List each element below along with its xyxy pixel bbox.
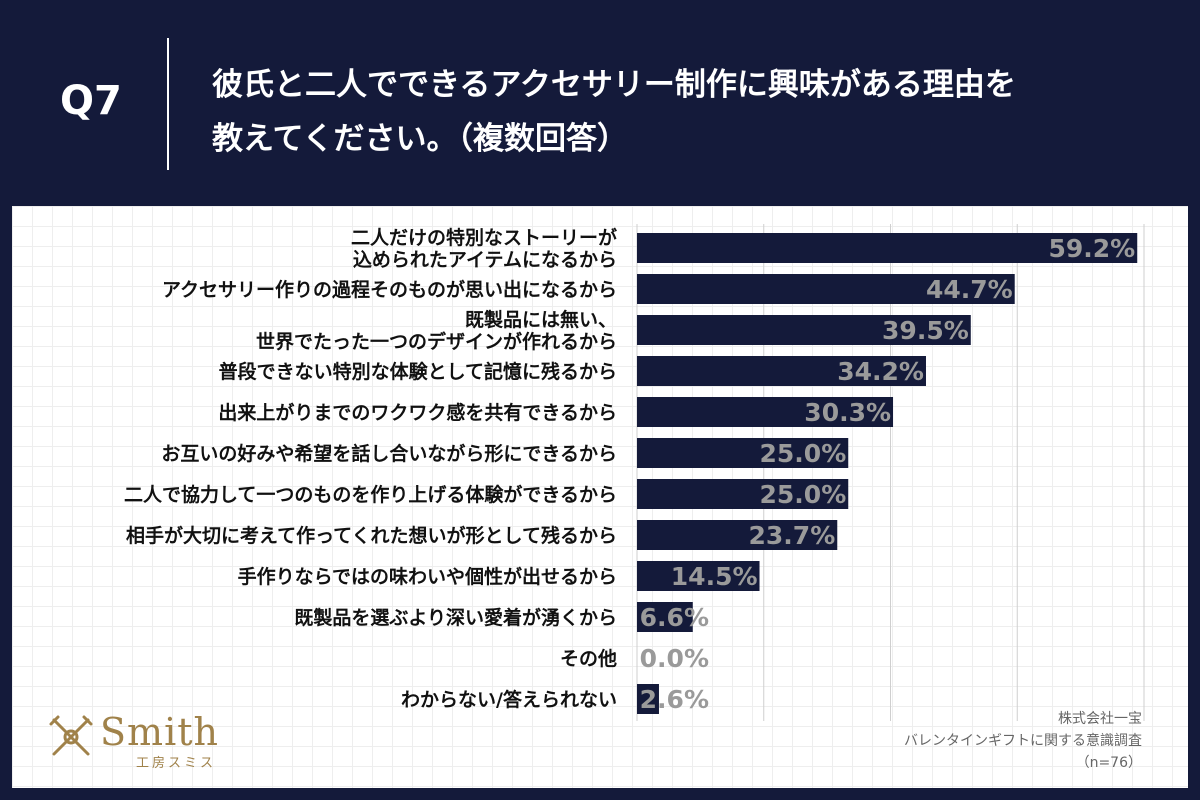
bar-1 bbox=[637, 274, 1015, 304]
crossed-tools-icon bbox=[49, 715, 93, 756]
question-number: Q7 bbox=[60, 78, 122, 124]
category-label-7: 相手が大切に考えて作ってくれた想いが形として残るから bbox=[126, 524, 617, 547]
bar-8 bbox=[637, 561, 760, 591]
source-survey: バレンタインギフトに関する意識調査 bbox=[904, 733, 1142, 749]
category-label-6: 二人で協力して一つのものを作り上げる体験ができるから bbox=[124, 483, 617, 506]
value-label-11: 2.6% bbox=[640, 685, 709, 714]
category-label-11: わからない/答えられない bbox=[401, 688, 617, 711]
logo-subtitle: 工房スミス bbox=[136, 756, 217, 771]
chart-panel: 二人だけの特別なストーリーが込められたアイテムになるからアクセサリー作りの過程そ… bbox=[12, 206, 1188, 788]
source-company: 株式会社一宝 bbox=[1058, 711, 1142, 727]
value-label-7: 23.7% bbox=[749, 521, 836, 550]
bar-3 bbox=[637, 356, 926, 386]
bar-5 bbox=[637, 438, 849, 468]
category-label-2: 既製品には無い、世界でたった一つのデザインが作れるから bbox=[256, 308, 617, 353]
value-label-5: 25.0% bbox=[760, 439, 847, 468]
value-label-6: 25.0% bbox=[760, 480, 847, 509]
header: Q7 彼氏と二人でできるアクセサリー制作に興味がある理由を 教えてください。（複… bbox=[0, 0, 1200, 200]
category-label-5: お互いの好みや希望を話し合いながら形にできるから bbox=[161, 442, 617, 465]
value-label-2: 39.5% bbox=[882, 316, 969, 345]
chart-gridlines bbox=[636, 224, 1145, 721]
bar-4 bbox=[637, 397, 894, 427]
value-label-9: 6.6% bbox=[640, 603, 709, 632]
category-label-10: その他 bbox=[560, 647, 617, 670]
bar-7 bbox=[637, 520, 838, 550]
value-label-10: 0.0% bbox=[640, 644, 709, 673]
header-divider bbox=[167, 38, 169, 170]
smith-logo: Smith 工房スミス bbox=[48, 710, 248, 772]
chart-category-labels: 二人だけの特別なストーリーが込められたアイテムになるからアクセサリー作りの過程そ… bbox=[124, 226, 617, 711]
bar-0 bbox=[637, 233, 1138, 263]
logo-name: Smith bbox=[100, 710, 219, 754]
category-label-9: 既製品を選ぶより深い愛着が湧くから bbox=[294, 606, 617, 629]
value-label-3: 34.2% bbox=[837, 357, 924, 386]
category-label-1: アクセサリー作りの過程そのものが思い出になるから bbox=[162, 278, 617, 301]
value-label-0: 59.2% bbox=[1049, 234, 1136, 263]
value-label-4: 30.3% bbox=[804, 398, 891, 427]
category-label-4: 出来上がりまでのワクワク感を共有できるから bbox=[218, 401, 617, 424]
title-line-2: 教えてください。（複数回答） bbox=[212, 121, 629, 157]
category-label-3: 普段できない特別な体験として記憶に残るから bbox=[219, 360, 617, 383]
bar-9 bbox=[637, 602, 693, 632]
title-line-1: 彼氏と二人でできるアクセサリー制作に興味がある理由を bbox=[212, 67, 1016, 103]
bar-6 bbox=[637, 479, 849, 509]
chart-value-labels: 59.2% 44.7% 39.5% 34.2% 30.3% 25.0% 25.0% 23.7%… bbox=[640, 234, 1136, 714]
category-label-0: 二人だけの特別なストーリーが込められたアイテムになるから bbox=[351, 226, 617, 271]
value-label-1: 44.7% bbox=[926, 275, 1013, 304]
page-title: 彼氏と二人でできるアクセサリー制作に興味がある理由を 教えてください。（複数回答… bbox=[212, 58, 1172, 166]
category-label-8: 手作りならではの味わいや個性が出せるから bbox=[238, 565, 617, 588]
value-label-8: 14.5% bbox=[671, 562, 758, 591]
bar-chart: 二人だけの特別なストーリーが込められたアイテムになるからアクセサリー作りの過程そ… bbox=[124, 224, 1145, 721]
chart-bars bbox=[637, 233, 1138, 714]
bar-11 bbox=[637, 684, 659, 714]
source-sample: （n=76） bbox=[1075, 755, 1142, 771]
bar-2 bbox=[637, 315, 971, 345]
source-note: 株式会社一宝 バレンタインギフトに関する意識調査 （n=76） bbox=[904, 708, 1142, 774]
